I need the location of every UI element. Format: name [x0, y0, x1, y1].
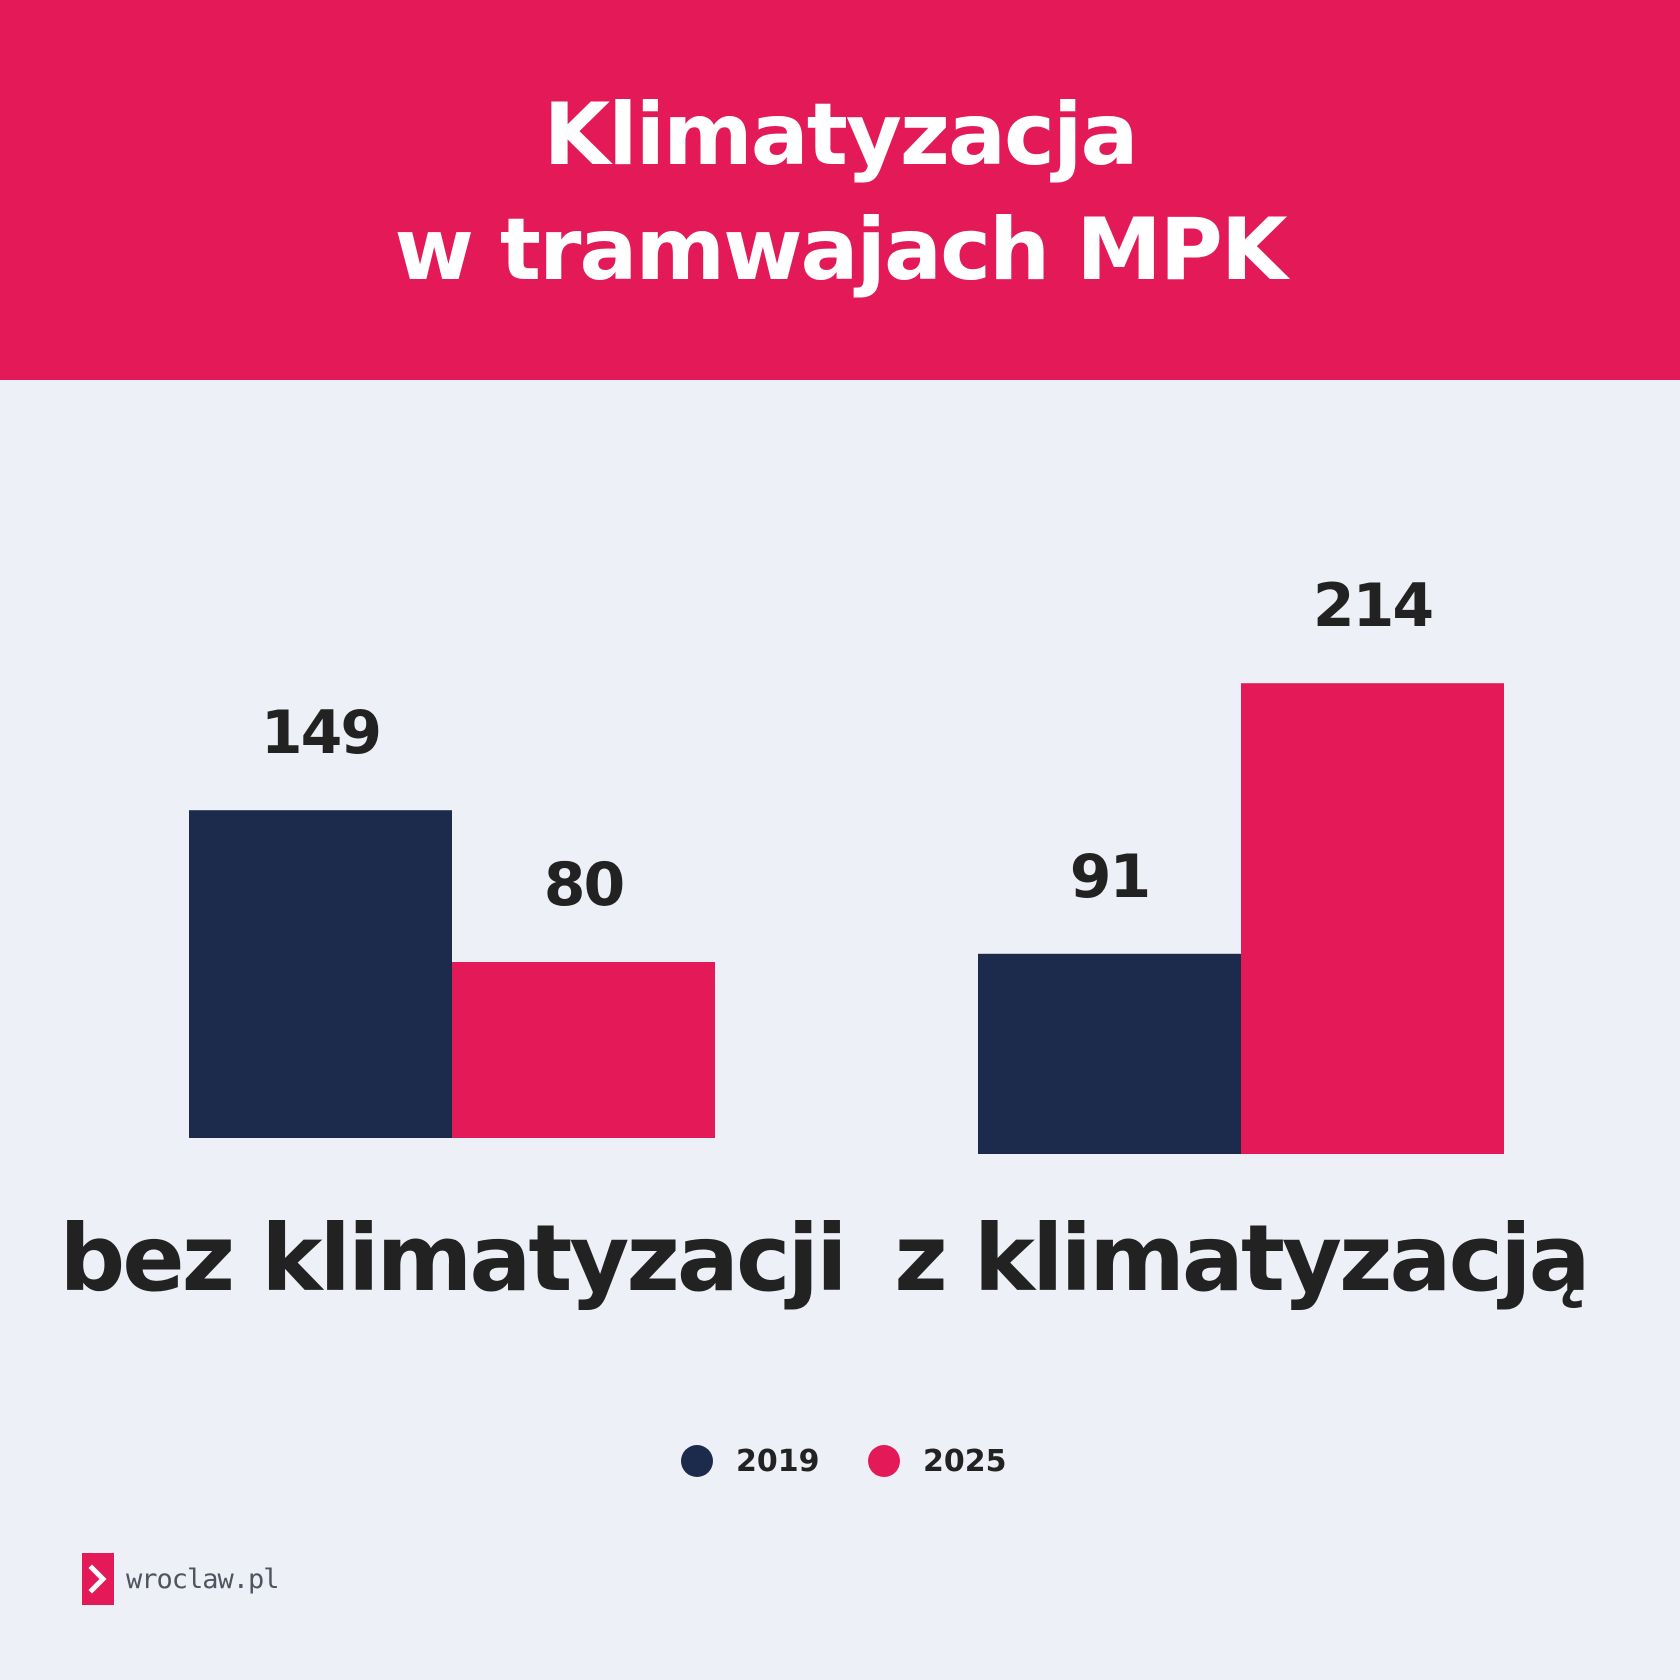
bar-z-klimatyzacj-2019 — [978, 953, 1241, 1154]
bar-z-klimatyzacj-2025 — [1241, 683, 1504, 1154]
data-label-bez-klimatyzacji-2025: 80 — [544, 850, 624, 920]
header-banner: Klimatyzacja w tramwajach MPK — [0, 0, 1680, 380]
chart-title-line-1: Klimatyzacja — [543, 85, 1139, 185]
legend-label-2019: 2019 — [736, 1443, 820, 1479]
legend-item-2025: 2025 — [868, 1443, 1007, 1479]
chart-title-line-2: w tramwajach MPK — [394, 200, 1288, 300]
brand-logo: wroclaw.pl — [82, 1553, 280, 1605]
category-label-z-klimatyzacj: z klimatyzacją — [894, 1205, 1588, 1312]
chevron-right-icon — [82, 1553, 114, 1605]
category-label-bez-klimatyzacji: bez klimatyzacji — [59, 1205, 844, 1312]
legend: 2019 2025 — [0, 1443, 1680, 1479]
bar-bez-klimatyzacji-2025 — [452, 962, 715, 1138]
data-label-z-klimatyzacj-2019: 91 — [1070, 842, 1150, 912]
brand-text: wroclaw.pl — [126, 1563, 280, 1595]
bar-bez-klimatyzacji-2019 — [189, 810, 452, 1138]
legend-item-2019: 2019 — [681, 1443, 820, 1479]
data-label-bez-klimatyzacji-2019: 149 — [261, 698, 380, 768]
data-label-z-klimatyzacj-2025: 214 — [1313, 571, 1432, 641]
legend-swatch-2025 — [868, 1445, 900, 1477]
legend-swatch-2019 — [681, 1445, 713, 1477]
legend-label-2025: 2025 — [923, 1443, 1007, 1479]
